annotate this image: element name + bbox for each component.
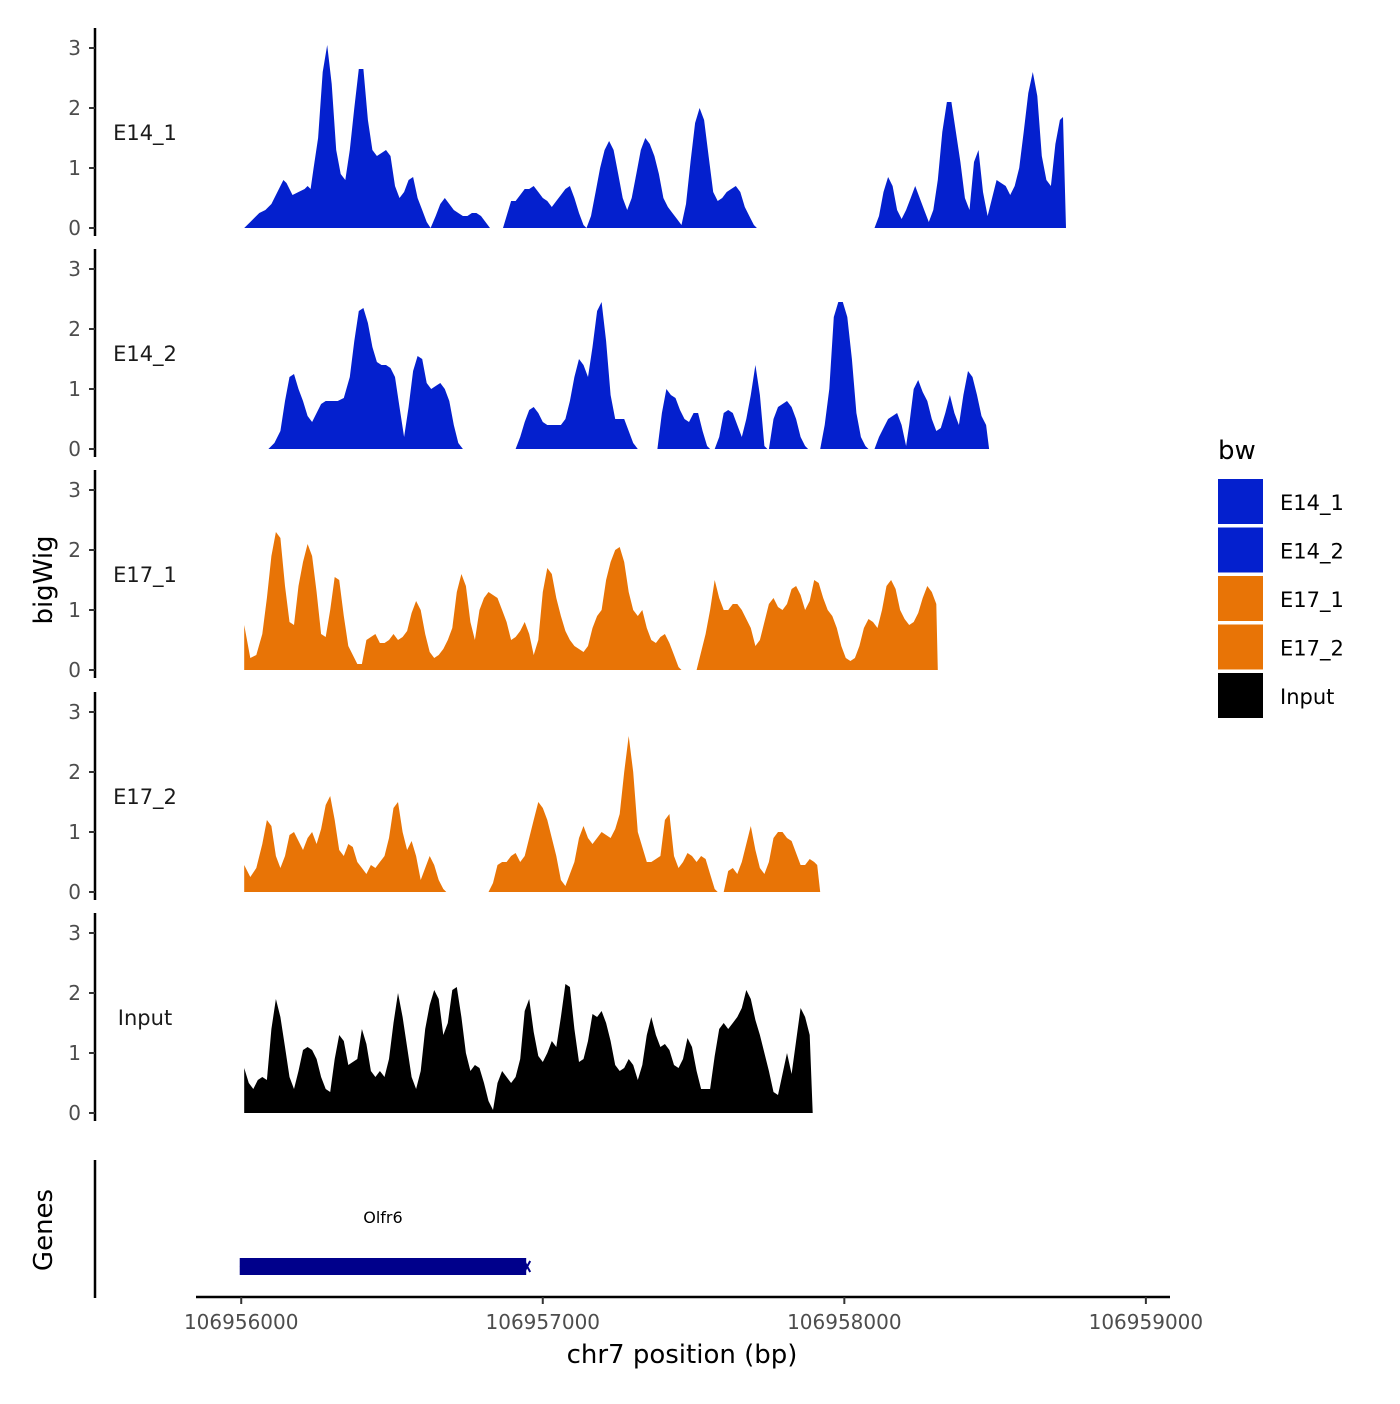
y-tick-label: 1: [68, 1041, 81, 1065]
y-tick-label: 1: [68, 598, 81, 622]
y-tick-label: 0: [68, 216, 81, 240]
genes-axis-title: Genes: [29, 1189, 59, 1271]
track-label: Input: [118, 1006, 172, 1030]
legend-label: E17_2: [1280, 637, 1344, 662]
y-tick-label: 1: [68, 820, 81, 844]
track-E14_2: 0 1 2 3 E14_2: [68, 249, 990, 461]
area-segment: [723, 826, 821, 892]
legend-swatch: [1218, 479, 1263, 524]
track-E14_1: 0 1 2 3 E14_1: [68, 28, 1066, 240]
area-segment: [488, 736, 718, 892]
gene-body: [239, 1258, 527, 1275]
area-segment: [696, 580, 938, 670]
y-tick-label: 2: [68, 981, 81, 1005]
legend-label: Input: [1280, 685, 1334, 709]
legend-item: E17_2: [1218, 624, 1344, 670]
area-segment: [768, 401, 809, 449]
y-tick-label: 0: [68, 1101, 81, 1125]
area-segment: [515, 302, 638, 449]
legend-item: E17_1: [1218, 576, 1344, 621]
track-label: E17_2: [113, 785, 177, 810]
y-tick-label: 3: [68, 257, 81, 281]
legend-item: E14_2: [1218, 527, 1344, 573]
track-E17_1: 0 1 2 3 E17_1: [68, 470, 938, 682]
y-tick-label: 0: [68, 437, 81, 461]
y-tick-label: 2: [68, 538, 81, 562]
area-segment: [503, 108, 757, 228]
legend-item: E14_1: [1218, 479, 1344, 524]
legend-label: E14_2: [1280, 540, 1344, 565]
x-tick-label: 106959000: [1089, 1310, 1204, 1334]
y-tick-label: 3: [68, 36, 81, 60]
genes-layer: Olfr6: [93, 1160, 532, 1298]
x-axis-title: chr7 position (bp): [567, 1340, 798, 1370]
gene-label: Olfr6: [363, 1208, 402, 1227]
legend-title: bw: [1218, 436, 1256, 466]
y-tick-label: 2: [68, 96, 81, 120]
track-label: E14_2: [113, 342, 177, 367]
y-tick-label: 3: [68, 700, 81, 724]
legend: bw E14_1 E14_2 E17_1 E17_2 Input: [1218, 436, 1344, 718]
legend-label: E14_1: [1280, 491, 1344, 516]
track-label: E14_1: [113, 121, 177, 146]
track-Input: 0 1 2 3 Input: [68, 913, 813, 1125]
area-segment: [657, 389, 711, 449]
area-segment: [244, 984, 813, 1113]
legend-swatch: [1218, 576, 1263, 621]
area-segment: [874, 371, 990, 449]
y-axis-title: bigWig: [29, 535, 59, 624]
y-tick-label: 3: [68, 478, 81, 502]
x-tick-label: 106956000: [184, 1310, 299, 1334]
gene-start-marker: [239, 1261, 245, 1272]
area-segment: [714, 365, 768, 449]
track-E17_2: 0 1 2 3 E17_2: [68, 692, 821, 904]
area-segment: [268, 308, 463, 449]
y-tick-label: 2: [68, 760, 81, 784]
legend-item: Input: [1218, 673, 1334, 718]
y-tick-label: 0: [68, 658, 81, 682]
area-segment: [244, 796, 447, 892]
y-tick-label: 2: [68, 317, 81, 341]
area-segment: [874, 72, 1066, 228]
y-tick-label: 3: [68, 921, 81, 945]
x-tick-label: 106957000: [486, 1310, 601, 1334]
legend-swatch: [1218, 527, 1263, 573]
y-tick-label: 0: [68, 880, 81, 904]
y-tick-label: 1: [68, 156, 81, 180]
area-segment: [244, 45, 490, 228]
gene-end-marker: [523, 1260, 532, 1273]
track-label: E17_1: [113, 563, 177, 588]
legend-label: E17_1: [1280, 588, 1344, 613]
gene-Olfr6: Olfr6: [239, 1208, 532, 1275]
tracks-layer: 0 1 2 3 E14_1 0 1 2 3 E14_2 0 1 2 3 E17_1 0 1 2 3 E17_2 0 1 2 3…: [68, 28, 1066, 1125]
x-axis: 106956000 106957000 106958000 106959000: [184, 1295, 1204, 1334]
legend-swatch: [1218, 624, 1263, 670]
legend-swatch: [1218, 673, 1263, 718]
area-segment: [244, 532, 682, 670]
y-tick-label: 1: [68, 377, 81, 401]
area-segment: [820, 302, 869, 449]
x-tick-label: 106958000: [787, 1310, 902, 1334]
